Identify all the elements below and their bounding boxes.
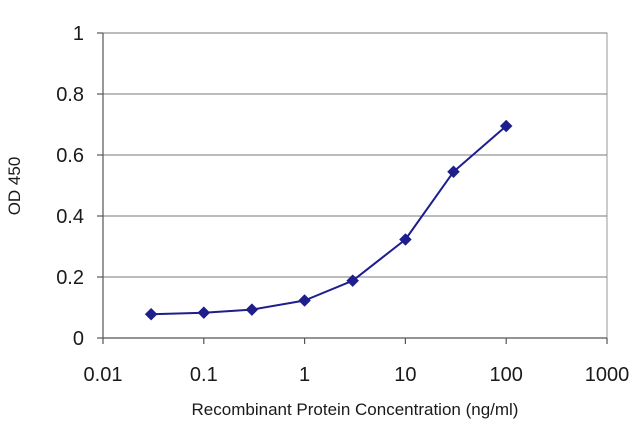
data-point: [399, 233, 412, 246]
data-point: [499, 119, 513, 133]
series-line: [151, 125, 507, 316]
x-tick-label: 100: [490, 364, 523, 386]
axes: [102, 33, 607, 339]
y-tick-label: 0.8: [56, 84, 84, 106]
data-point: [447, 165, 460, 179]
y-tick-label: 0: [73, 328, 84, 350]
tick-marks: [97, 32, 608, 344]
data-point: [197, 306, 211, 320]
data-point: [298, 294, 311, 307]
x-tick-label: 0.01: [84, 364, 123, 386]
series: [144, 119, 513, 321]
data-point: [245, 303, 259, 316]
x-tick-labels: 0.01 0.1 1 10 100 1000: [84, 364, 630, 386]
data-point: [346, 274, 360, 288]
x-tick-label: 10: [394, 364, 416, 386]
y-axis-title: OD 450: [5, 157, 24, 216]
y-tick-label: 0.4: [56, 206, 84, 228]
x-tick-label: 1: [299, 364, 310, 386]
y-tick-label: 1: [73, 23, 84, 45]
y-tick-label: 0.2: [56, 267, 84, 289]
y-tick-labels: 0 0.2 0.4 0.6 0.8 1: [56, 23, 84, 350]
x-axis-title: Recombinant Protein Concentration (ng/ml…: [192, 400, 519, 419]
x-tick-label: 1000: [585, 364, 630, 386]
plot-area: [102, 32, 608, 339]
gridlines: [103, 32, 607, 278]
y-tick-label: 0.6: [56, 145, 84, 167]
x-tick-label: 0.1: [190, 364, 218, 386]
data-point: [144, 307, 158, 321]
